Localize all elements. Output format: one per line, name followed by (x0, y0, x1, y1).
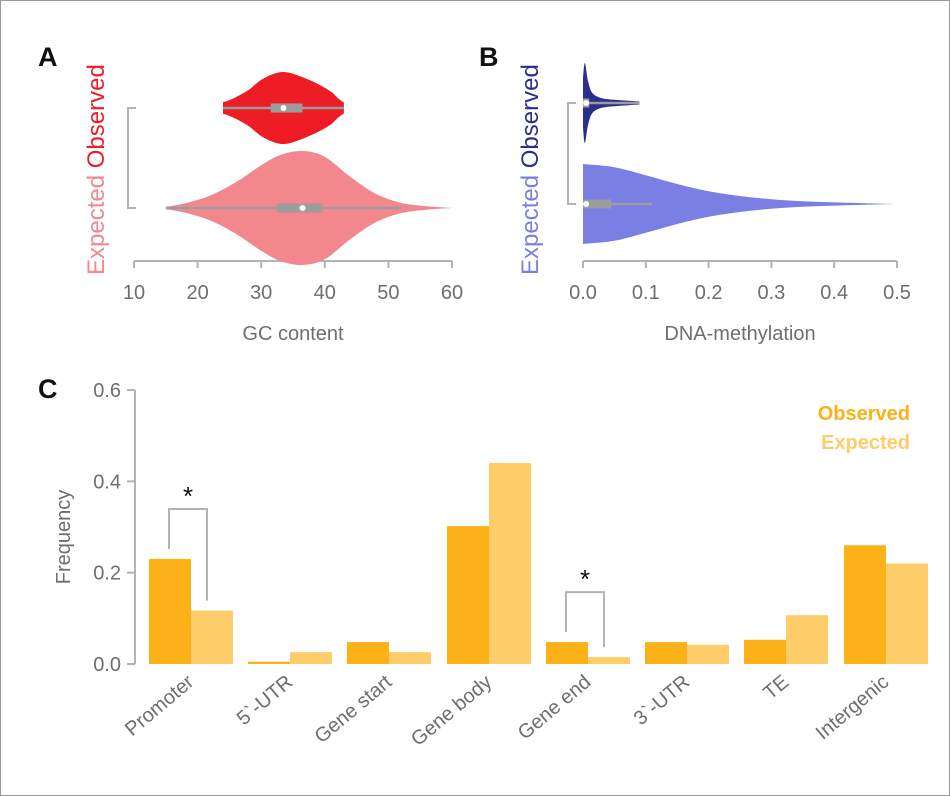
x-tick-label: 40 (314, 282, 336, 304)
x-axis-title: DNA-methylation (664, 323, 815, 345)
x-tick-label: 0.4 (820, 282, 848, 304)
bar-observed (645, 642, 687, 664)
series-label-expected: Expected (517, 175, 544, 275)
y-tick-label: 0.0 (93, 654, 121, 676)
x-category-label: Gene end (514, 671, 595, 744)
bar-observed (248, 661, 290, 664)
category-axis-bracket (567, 102, 576, 205)
panel-letter-b: B (479, 42, 499, 72)
x-tick-label: 30 (250, 282, 272, 304)
x-tick-label: 50 (377, 282, 399, 304)
significance-bracket (565, 591, 605, 648)
bar-expected (389, 652, 431, 664)
bar-expected (687, 644, 729, 664)
x-category-label: 5`-UTR (233, 671, 297, 730)
series-labels: Expected Observed (517, 64, 544, 275)
bar-observed (447, 526, 489, 664)
x-tick-label: 20 (186, 282, 208, 304)
bar-observed (546, 642, 588, 664)
bar-expected (886, 563, 928, 664)
x-tick-label: 0.2 (695, 282, 723, 304)
series-label-expected: Expected (83, 175, 110, 275)
legend-observed: Observed (818, 403, 910, 425)
panel-a-gc-violin: 10 20 30 40 50 60 GC content Expected Observed (83, 64, 463, 345)
iqr-box-expected (583, 199, 612, 209)
significance-bracket (168, 507, 208, 601)
series-label-observed: Observed (83, 64, 110, 168)
x-tick-label: 0.1 (632, 282, 660, 304)
median-point-observed (280, 105, 287, 111)
label-space (517, 168, 544, 175)
x-category-label: Gene body (407, 671, 496, 751)
bar-expected (588, 657, 630, 664)
x-category-label: Intergenic (812, 671, 893, 744)
median-point-observed (583, 100, 590, 106)
median-point-expected (299, 205, 306, 211)
bar-observed (347, 642, 389, 664)
y-axis-title: Frequency (53, 490, 75, 585)
bar-observed (149, 558, 191, 664)
y-tick-label: 0.4 (93, 471, 121, 493)
iqr-box-expected (277, 203, 322, 213)
y-tick-label: 0.6 (93, 380, 121, 402)
bar-expected (786, 615, 828, 664)
iqr-box-observed (270, 103, 303, 113)
series-labels: Expected Observed (83, 64, 110, 275)
bar-expected (489, 463, 531, 664)
series-label-observed: Observed (517, 64, 544, 168)
x-category-label: Promoter (121, 671, 198, 741)
significance-star: * (183, 481, 193, 511)
x-category-label: Gene start (311, 671, 397, 748)
bar-observed (744, 639, 786, 664)
x-tick-label: 60 (441, 282, 463, 304)
panel-letter-c: C (38, 374, 58, 404)
panel-b-methylation-violin: 0.0 0.1 0.2 0.3 0.4 0.5 DNA-methylation Expecte… (517, 62, 911, 345)
panel-letter-a: A (38, 42, 58, 72)
x-tick-label: 0.5 (883, 282, 911, 304)
x-tick-label: 0.3 (757, 282, 785, 304)
x-category-label: TE (759, 671, 793, 704)
category-axis-bracket (127, 107, 136, 209)
violin-expected (583, 164, 897, 244)
x-tick-label: 10 (123, 282, 145, 304)
bar-expected (290, 652, 332, 664)
bar-expected (191, 610, 233, 664)
bar-observed (844, 545, 886, 664)
significance-star: * (580, 564, 590, 594)
legend-expected: Expected (821, 432, 910, 454)
x-axis-title: GC content (242, 323, 344, 345)
y-tick-label: 0.2 (93, 563, 121, 585)
x-category-label: 3`-UTR (630, 671, 694, 730)
x-tick-label: 0.0 (569, 282, 597, 304)
median-point-expected (583, 201, 590, 207)
label-space (83, 168, 110, 175)
